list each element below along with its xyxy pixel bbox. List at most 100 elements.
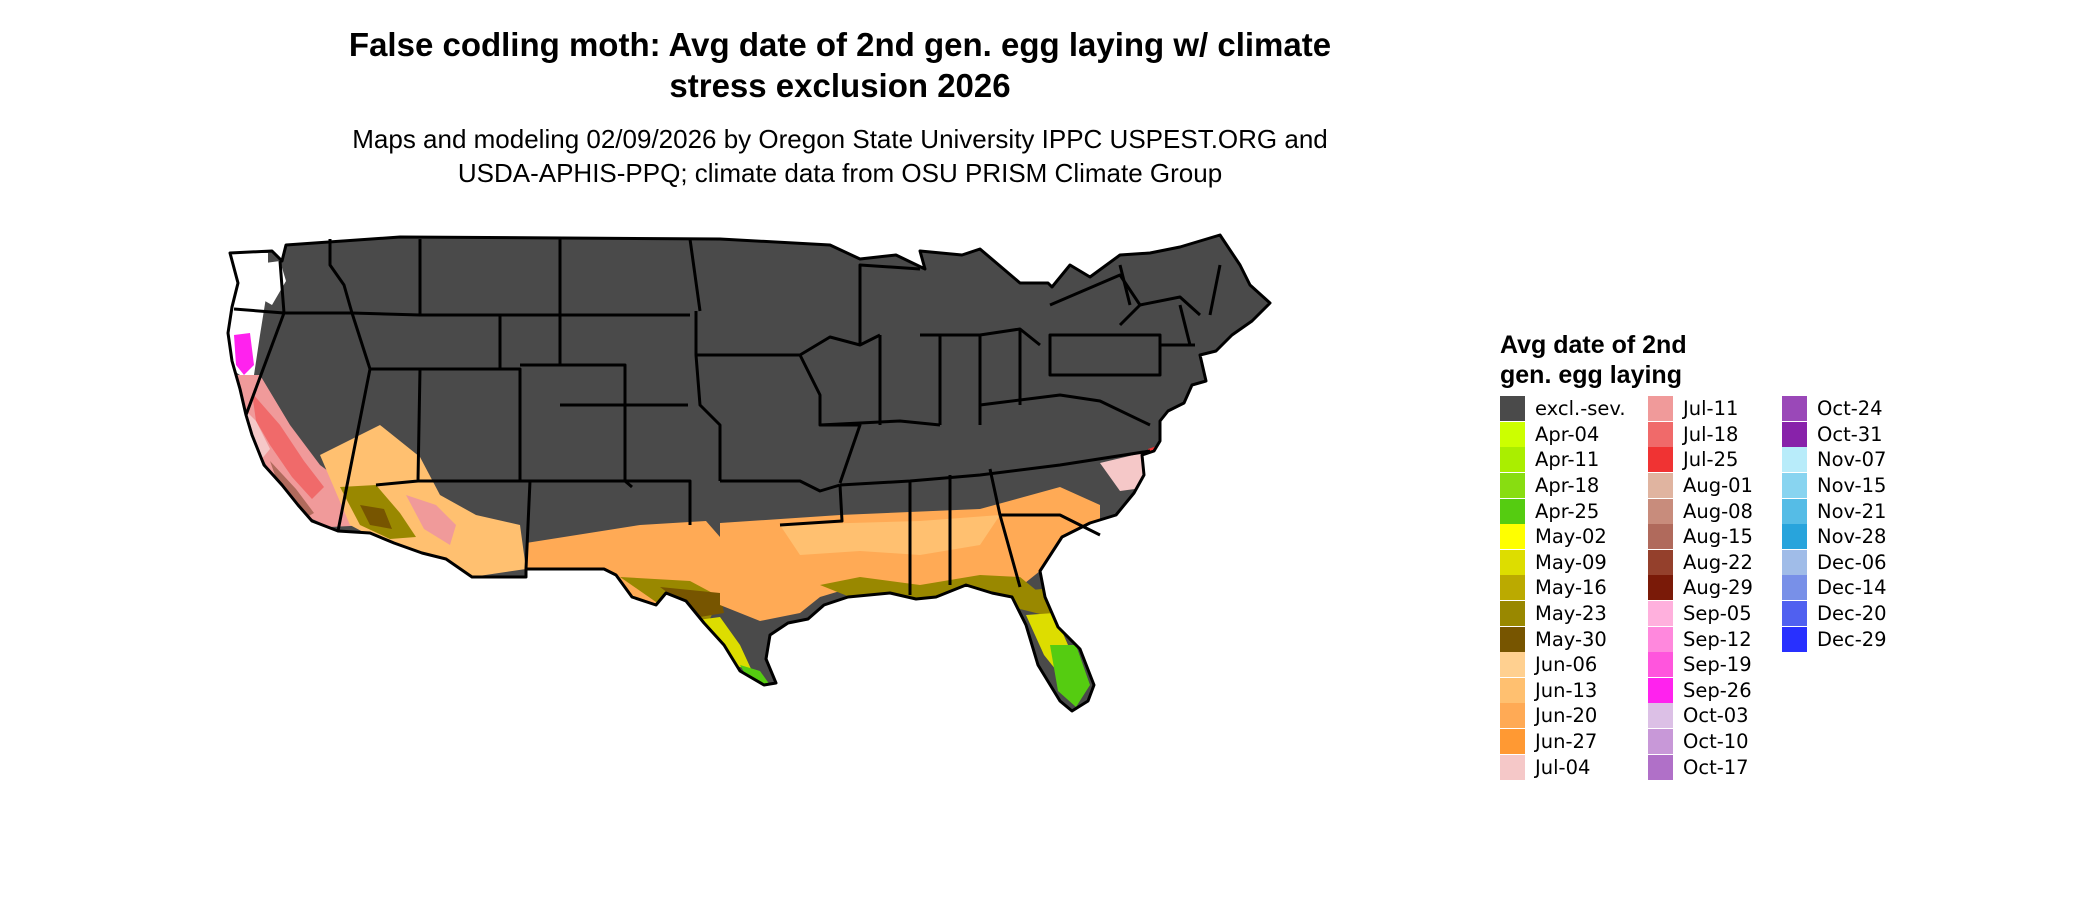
legend-swatch [1500,703,1525,729]
legend-label: Apr-11 [1535,448,1600,472]
legend-item: Dec-29 [1782,626,1932,652]
legend-swatch [1500,498,1525,524]
legend-item: May-16 [1500,575,1650,601]
phenology-zones [228,253,1164,707]
legend-item: Jul-04 [1500,754,1650,780]
legend-swatch [1648,421,1673,447]
legend: Avg date of 2nd gen. egg laying excl.-se… [1500,330,2100,816]
legend-swatch [1648,447,1673,473]
map-title-line-1: False codling moth: Avg date of 2nd gen.… [348,26,1332,63]
legend-swatch [1782,626,1807,652]
legend-label: Oct-31 [1817,422,1883,446]
legend-item: Apr-18 [1500,473,1650,499]
legend-label: May-23 [1535,602,1607,626]
legend-swatch [1500,473,1525,499]
legend-swatch [1782,601,1807,627]
legend-swatch [1782,447,1807,473]
legend-label: Dec-20 [1817,602,1887,626]
legend-label: Sep-12 [1683,627,1752,651]
legend-label: May-02 [1535,525,1607,549]
legend-label: Nov-21 [1817,499,1887,523]
legend-swatch [1500,421,1525,447]
legend-item: Apr-04 [1500,421,1650,448]
legend-item: Aug-22 [1648,549,1798,576]
legend-swatch [1782,575,1807,601]
legend-label: excl.-sev. [1535,397,1626,421]
zone-gulf-light-orange [780,515,1000,555]
legend-label: Oct-17 [1683,755,1749,779]
legend-swatch [1648,703,1673,729]
legend-swatch [1648,498,1673,524]
us-map [220,225,1470,895]
legend-swatch [1782,549,1807,575]
legend-swatch [1500,626,1525,652]
legend-item: Nov-28 [1782,524,1932,550]
zone-southwest-dark-olive [360,505,392,529]
zone-puget-white [250,261,286,305]
legend-label: Jul-25 [1683,448,1739,472]
legend-label: Dec-06 [1817,550,1887,574]
legend-item: Nov-15 [1782,473,1932,499]
map-title-line-2: stress exclusion 2026 [669,67,1011,104]
legend-swatch [1648,575,1673,601]
legend-label: Oct-03 [1683,704,1749,728]
legend-label: Dec-29 [1817,627,1887,651]
legend-swatch [1500,729,1525,755]
legend-item: May-30 [1500,626,1650,652]
zone-pacific-coast-oct [234,333,254,375]
map-subtitle-line-2: USDA-APHIS-PPQ; climate data from OSU PR… [457,158,1223,188]
legend-label: Aug-22 [1683,550,1753,574]
legend-label: Sep-19 [1683,653,1752,677]
legend-swatch [1500,754,1525,780]
legend-item: Jun-13 [1500,677,1650,704]
legend-column: Oct-24 Oct-31 Nov-07 Nov-15 Nov-21 Nov-28 Dec-… [1782,396,1932,652]
legend-item: Jul-25 [1648,447,1798,473]
legend-swatch [1648,729,1673,755]
legend-item: Oct-10 [1648,729,1798,755]
legend-label: May-16 [1535,576,1607,600]
legend-swatch [1648,549,1673,575]
zone-california-brown [270,461,314,521]
map-title: False codling moth: Avg date of 2nd gen.… [230,24,1450,106]
legend-item: Aug-29 [1648,575,1798,601]
legend-label: Jun-13 [1535,678,1598,702]
legend-swatch [1500,549,1525,575]
zone-texas-dark [660,587,724,617]
map-subtitle-line-1: Maps and modeling 02/09/2026 by Oregon S… [352,124,1328,154]
legend-swatch [1648,601,1673,627]
legend-label: Oct-10 [1683,730,1749,754]
legend-item: May-02 [1500,524,1650,550]
legend-label: Aug-29 [1683,576,1753,600]
legend-item: Oct-03 [1648,703,1798,729]
legend-swatch [1648,652,1673,678]
legend-label: Dec-14 [1817,576,1887,600]
legend-item: Jul-11 [1648,396,1798,422]
legend-item: Aug-08 [1648,498,1798,524]
legend-swatch [1648,396,1673,422]
legend-label: Sep-05 [1683,602,1752,626]
legend-swatch [1500,652,1525,678]
legend-label: Sep-26 [1683,678,1752,702]
legend-label: Jun-27 [1535,730,1598,754]
legend-label: Jun-06 [1535,653,1598,677]
legend-item: Dec-14 [1782,575,1932,601]
legend-label: Apr-18 [1535,474,1600,498]
legend-label: Apr-25 [1535,499,1600,523]
us-map-svg [226,233,1272,713]
legend-swatch [1782,396,1807,422]
legend-item: Sep-05 [1648,601,1798,627]
legend-swatch [1648,754,1673,780]
legend-label: Jul-11 [1683,397,1739,421]
legend-label: May-30 [1535,627,1607,651]
legend-item: Oct-24 [1782,396,1932,422]
zone-southwest-pink [406,495,456,545]
legend-column: Jul-11 Jul-18 Jul-25 Aug-01 Aug-08 Aug-15 Aug-… [1648,396,1798,780]
legend-item: Jul-18 [1648,421,1798,448]
legend-title-line-1: Avg date of 2nd [1500,331,1687,359]
legend-swatch [1648,626,1673,652]
legend-label: Nov-07 [1817,448,1887,472]
legend-swatch [1648,473,1673,499]
legend-label: Nov-28 [1817,525,1887,549]
legend-label: Oct-24 [1817,397,1883,421]
legend-swatch [1648,524,1673,550]
